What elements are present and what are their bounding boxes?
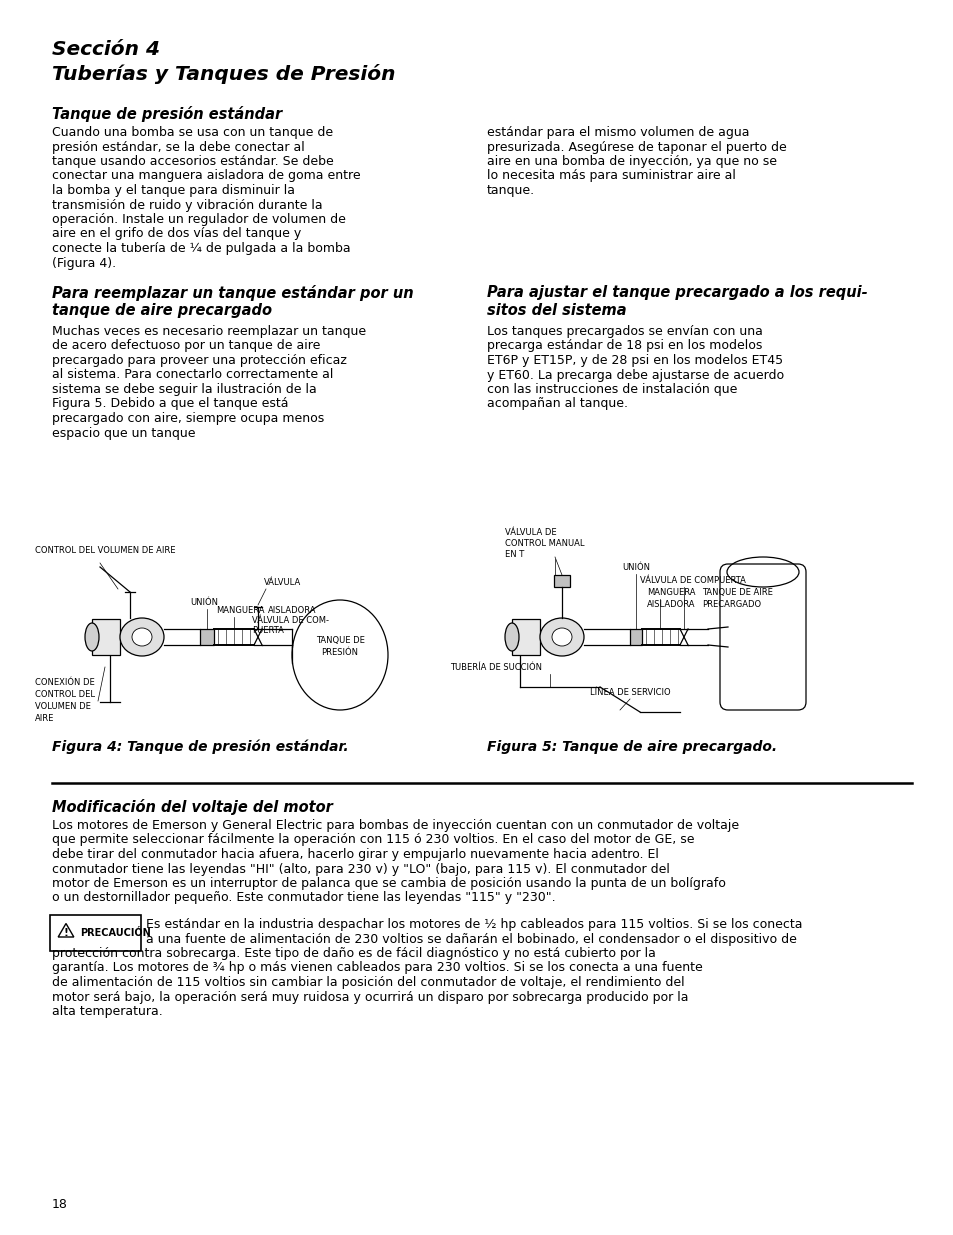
Text: PRECAUCIÓN: PRECAUCIÓN <box>80 927 151 937</box>
Text: CONTROL MANUAL: CONTROL MANUAL <box>504 538 584 548</box>
Text: sitos del sistema: sitos del sistema <box>486 303 626 317</box>
Ellipse shape <box>504 622 518 651</box>
Text: aire en el grifo de dos vías del tanque y: aire en el grifo de dos vías del tanque … <box>52 227 301 241</box>
Text: Cuando una bomba se usa con un tanque de: Cuando una bomba se usa con un tanque de <box>52 126 333 140</box>
Text: conectar una manguera aisladora de goma entre: conectar una manguera aisladora de goma … <box>52 169 360 183</box>
Ellipse shape <box>539 618 583 656</box>
Text: TUBERÍA DE SUCCIÓN: TUBERÍA DE SUCCIÓN <box>450 663 541 672</box>
Text: LÍNEA DE SERVICIO: LÍNEA DE SERVICIO <box>589 688 670 697</box>
Text: precargado con aire, siempre ocupa menos: precargado con aire, siempre ocupa menos <box>52 412 324 425</box>
Text: de acero defectuoso por un tanque de aire: de acero defectuoso por un tanque de air… <box>52 340 320 352</box>
Text: precarga estándar de 18 psi en los modelos: precarga estándar de 18 psi en los model… <box>486 340 761 352</box>
Ellipse shape <box>85 622 99 651</box>
FancyBboxPatch shape <box>91 619 120 655</box>
Text: TANQUE DE: TANQUE DE <box>315 636 364 645</box>
Text: Tanque de presión estándar: Tanque de presión estándar <box>52 106 282 122</box>
Text: VÁLVULA DE COM-: VÁLVULA DE COM- <box>252 616 329 625</box>
Text: Para reemplazar un tanque estándar por un: Para reemplazar un tanque estándar por u… <box>52 285 414 301</box>
Text: Para ajustar el tanque precargado a los requi-: Para ajustar el tanque precargado a los … <box>486 285 867 300</box>
Text: ET6P y ET15P, y de 28 psi en los modelos ET45: ET6P y ET15P, y de 28 psi en los modelos… <box>486 354 782 367</box>
Text: UNIÓN: UNIÓN <box>190 598 218 606</box>
Text: MANGUERA: MANGUERA <box>215 606 264 615</box>
Text: la bomba y el tanque para disminuir la: la bomba y el tanque para disminuir la <box>52 184 294 198</box>
Text: de alimentación de 115 voltios sin cambiar la posición del conmutador de voltaje: de alimentación de 115 voltios sin cambi… <box>52 976 684 989</box>
Text: VOLUMEN DE: VOLUMEN DE <box>35 701 91 711</box>
Text: CONTROL DEL: CONTROL DEL <box>35 690 95 699</box>
FancyBboxPatch shape <box>512 619 539 655</box>
Text: 18: 18 <box>52 1198 68 1212</box>
Ellipse shape <box>132 629 152 646</box>
Text: y ET60. La precarga debe ajustarse de acuerdo: y ET60. La precarga debe ajustarse de ac… <box>486 368 783 382</box>
Text: Figura 4: Tanque de presión estándar.: Figura 4: Tanque de presión estándar. <box>52 740 348 755</box>
Text: garantía. Los motores de ¾ hp o más vienen cableados para 230 voltios. Si se los: garantía. Los motores de ¾ hp o más vien… <box>52 962 702 974</box>
Text: espacio que un tanque: espacio que un tanque <box>52 426 195 440</box>
Text: Figura 5. Debido a que el tanque está: Figura 5. Debido a que el tanque está <box>52 398 288 410</box>
Text: MANGUERA: MANGUERA <box>646 588 695 597</box>
Text: VÁLVULA: VÁLVULA <box>264 578 301 587</box>
Text: CONEXIÓN DE: CONEXIÓN DE <box>35 678 94 687</box>
Text: EN T: EN T <box>504 550 524 559</box>
Text: Tuberías y Tanques de Presión: Tuberías y Tanques de Presión <box>52 64 395 84</box>
Ellipse shape <box>552 629 572 646</box>
Text: tanque de aire precargado: tanque de aire precargado <box>52 303 272 317</box>
Bar <box>554 576 569 587</box>
Text: conecte la tubería de ¼ de pulgada a la bomba: conecte la tubería de ¼ de pulgada a la … <box>52 242 351 254</box>
Text: PRESIÓN: PRESIÓN <box>321 648 358 657</box>
Text: debe tirar del conmutador hacia afuera, hacerlo girar y empujarlo nuevamente hac: debe tirar del conmutador hacia afuera, … <box>52 848 659 861</box>
Text: tanque usando accesorios estándar. Se debe: tanque usando accesorios estándar. Se de… <box>52 156 334 168</box>
Text: Es estándar en la industria despachar los motores de ½ hp cableados para 115 vol: Es estándar en la industria despachar lo… <box>146 918 801 931</box>
Text: con las instrucciones de instalación que: con las instrucciones de instalación que <box>486 383 737 396</box>
Text: lo necesita más para suministrar aire al: lo necesita más para suministrar aire al <box>486 169 735 183</box>
Text: TANQUE DE AIRE: TANQUE DE AIRE <box>701 588 772 597</box>
Text: a una fuente de alimentación de 230 voltios se dañarán el bobinado, el condensad: a una fuente de alimentación de 230 volt… <box>146 932 796 946</box>
Bar <box>200 629 213 645</box>
Text: motor será bajo, la operación será muy ruidosa y ocurrirá un disparo por sobreca: motor será bajo, la operación será muy r… <box>52 990 688 1004</box>
Text: operación. Instale un regulador de volumen de: operación. Instale un regulador de volum… <box>52 212 346 226</box>
Text: al sistema. Para conectarlo correctamente al: al sistema. Para conectarlo correctament… <box>52 368 333 382</box>
Text: Muchas veces es necesario reemplazar un tanque: Muchas veces es necesario reemplazar un … <box>52 325 366 338</box>
Text: aire en una bomba de inyección, ya que no se: aire en una bomba de inyección, ya que n… <box>486 156 776 168</box>
Text: VÁLVULA DE: VÁLVULA DE <box>504 529 556 537</box>
Text: Figura 5: Tanque de aire precargado.: Figura 5: Tanque de aire precargado. <box>486 740 777 755</box>
Text: Los tanques precargados se envían con una: Los tanques precargados se envían con un… <box>486 325 762 338</box>
Text: precargado para proveer una protección eficaz: precargado para proveer una protección e… <box>52 354 347 367</box>
Text: (Figura 4).: (Figura 4). <box>52 257 116 269</box>
Text: AIRE: AIRE <box>35 714 54 722</box>
Text: que permite seleccionar fácilmente la operación con 115 ó 230 voltios. En el cas: que permite seleccionar fácilmente la op… <box>52 834 694 846</box>
Text: protección contra sobrecarga. Este tipo de daño es de fácil diagnóstico y no est: protección contra sobrecarga. Este tipo … <box>52 947 656 960</box>
Text: motor de Emerson es un interruptor de palanca que se cambia de posición usando l: motor de Emerson es un interruptor de pa… <box>52 877 725 890</box>
Text: !: ! <box>64 929 69 939</box>
Text: UNIÓN: UNIÓN <box>621 563 649 572</box>
Text: Sección 4: Sección 4 <box>52 40 160 59</box>
Text: presión estándar, se la debe conectar al: presión estándar, se la debe conectar al <box>52 141 304 153</box>
Text: AISLADORA: AISLADORA <box>268 606 316 615</box>
Text: acompañan al tanque.: acompañan al tanque. <box>486 398 627 410</box>
Text: tanque.: tanque. <box>486 184 535 198</box>
Bar <box>629 629 641 645</box>
Text: PUERTA: PUERTA <box>252 626 284 635</box>
Text: presurizada. Asegúrese de taponar el puerto de: presurizada. Asegúrese de taponar el pue… <box>486 141 786 153</box>
Text: transmisión de ruido y vibración durante la: transmisión de ruido y vibración durante… <box>52 199 322 211</box>
Text: sistema se debe seguir la ilustración de la: sistema se debe seguir la ilustración de… <box>52 383 316 396</box>
Text: conmutador tiene las leyendas "HI" (alto, para 230 v) y "LO" (bajo, para 115 v).: conmutador tiene las leyendas "HI" (alto… <box>52 862 669 876</box>
Text: alta temperatura.: alta temperatura. <box>52 1005 163 1018</box>
Text: estándar para el mismo volumen de agua: estándar para el mismo volumen de agua <box>486 126 749 140</box>
Text: CONTROL DEL VOLUMEN DE AIRE: CONTROL DEL VOLUMEN DE AIRE <box>35 546 175 555</box>
Text: Modificación del voltaje del motor: Modificación del voltaje del motor <box>52 799 333 815</box>
Text: PRECARGADO: PRECARGADO <box>701 600 760 609</box>
Text: Los motores de Emerson y General Electric para bombas de inyección cuentan con u: Los motores de Emerson y General Electri… <box>52 819 739 832</box>
Ellipse shape <box>120 618 164 656</box>
Text: VÁLVULA DE COMPUERTA: VÁLVULA DE COMPUERTA <box>639 576 745 585</box>
Text: AISLADORA: AISLADORA <box>646 600 695 609</box>
Text: o un destornillador pequeño. Este conmutador tiene las leyendas "115" y "230".: o un destornillador pequeño. Este conmut… <box>52 892 555 904</box>
